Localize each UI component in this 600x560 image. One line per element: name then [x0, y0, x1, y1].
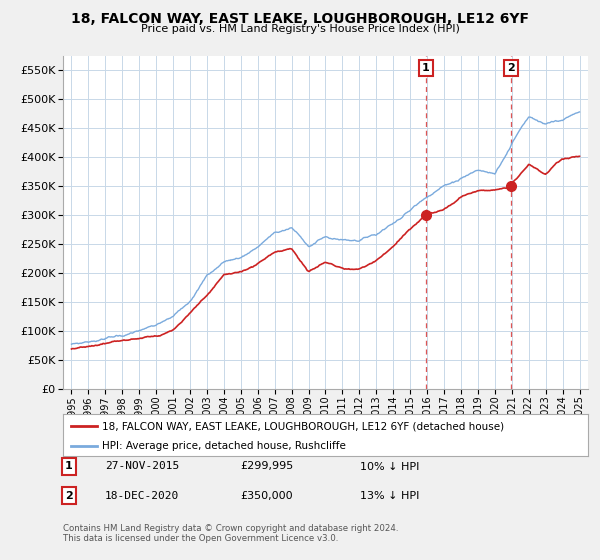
- Text: This data is licensed under the Open Government Licence v3.0.: This data is licensed under the Open Gov…: [63, 534, 338, 543]
- Text: 18, FALCON WAY, EAST LEAKE, LOUGHBOROUGH, LE12 6YF: 18, FALCON WAY, EAST LEAKE, LOUGHBOROUGH…: [71, 12, 529, 26]
- Text: £299,995: £299,995: [240, 461, 293, 472]
- Text: Price paid vs. HM Land Registry's House Price Index (HPI): Price paid vs. HM Land Registry's House …: [140, 24, 460, 34]
- Text: £350,000: £350,000: [240, 491, 293, 501]
- Text: 2: 2: [508, 63, 515, 73]
- Text: 2: 2: [65, 491, 73, 501]
- Text: 18, FALCON WAY, EAST LEAKE, LOUGHBOROUGH, LE12 6YF (detached house): 18, FALCON WAY, EAST LEAKE, LOUGHBOROUGH…: [103, 421, 505, 431]
- Text: 1: 1: [65, 461, 73, 472]
- Text: 13% ↓ HPI: 13% ↓ HPI: [360, 491, 419, 501]
- Text: HPI: Average price, detached house, Rushcliffe: HPI: Average price, detached house, Rush…: [103, 441, 346, 451]
- Text: 1: 1: [422, 63, 430, 73]
- Text: Contains HM Land Registry data © Crown copyright and database right 2024.: Contains HM Land Registry data © Crown c…: [63, 524, 398, 533]
- Text: 27-NOV-2015: 27-NOV-2015: [105, 461, 179, 472]
- Text: 10% ↓ HPI: 10% ↓ HPI: [360, 461, 419, 472]
- Text: 18-DEC-2020: 18-DEC-2020: [105, 491, 179, 501]
